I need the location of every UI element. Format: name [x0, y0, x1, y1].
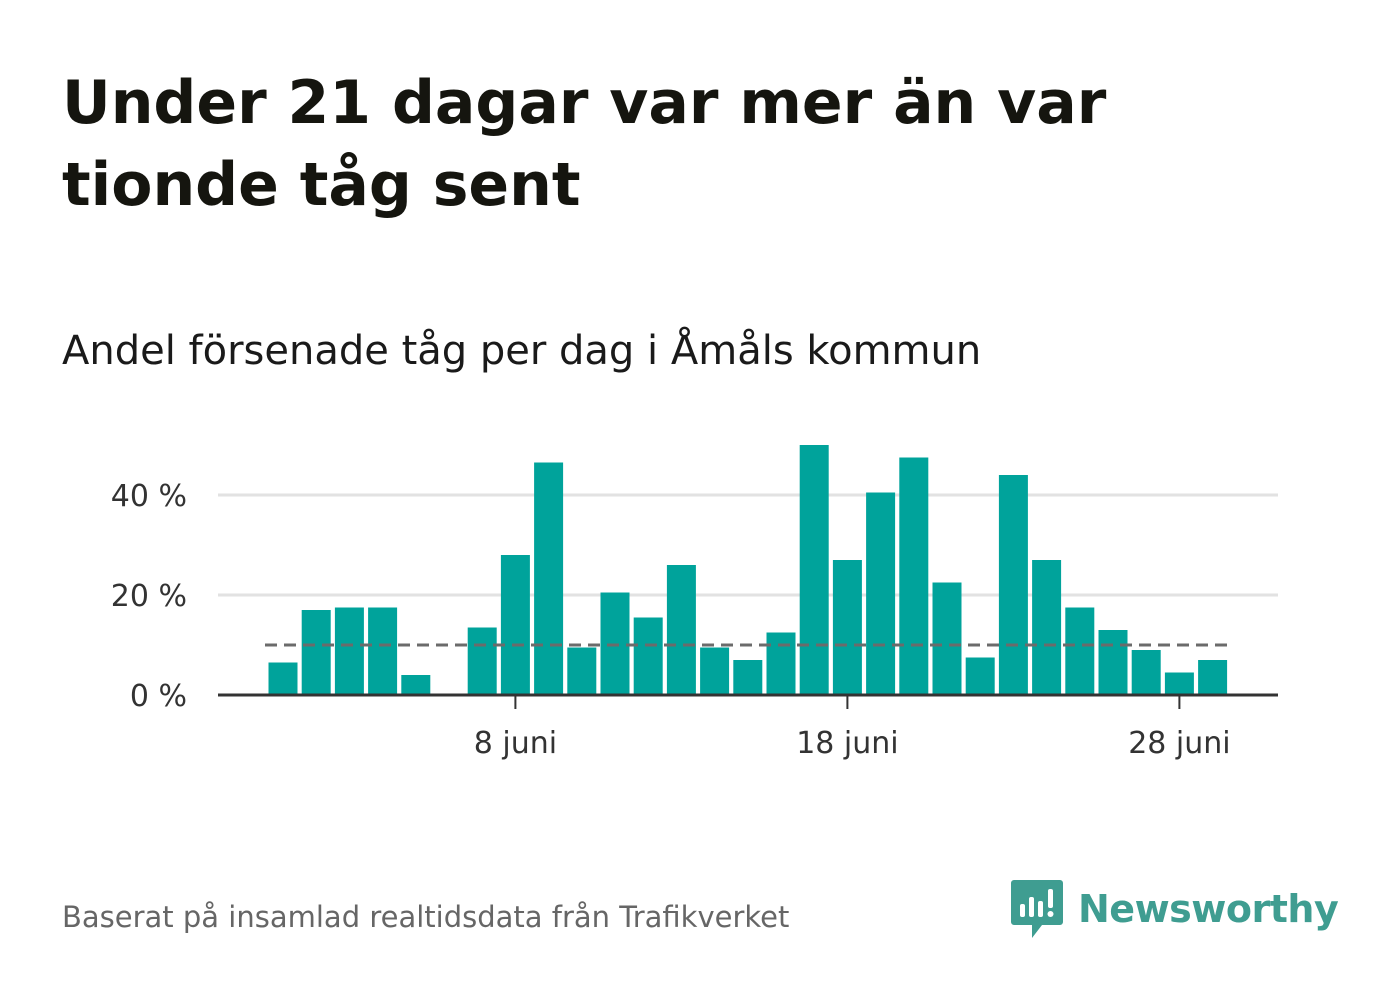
bar-chart: 0 % 20 % 40 % 8 juni 18 juni 28 juni — [111, 445, 1278, 761]
bar[interactable] — [766, 632, 796, 696]
bar[interactable] — [268, 662, 298, 696]
x-tick-label: 18 juni — [796, 726, 898, 761]
bar[interactable] — [467, 627, 497, 696]
source-note: Baserat på insamlad realtidsdata från Tr… — [62, 900, 790, 934]
bar[interactable] — [401, 675, 431, 695]
x-tick-label: 28 juni — [1128, 726, 1230, 761]
bar[interactable] — [368, 607, 398, 696]
brand-logo[interactable]: Newsworthy — [1010, 878, 1339, 940]
y-axis-ticks: 0 % 20 % 40 % — [111, 479, 187, 714]
bar[interactable] — [500, 555, 530, 695]
bar[interactable] — [998, 475, 1028, 695]
y-tick-label: 20 % — [111, 579, 187, 614]
bar[interactable] — [567, 647, 597, 696]
bar[interactable] — [832, 560, 862, 695]
bar[interactable] — [965, 657, 995, 696]
bar[interactable] — [899, 457, 929, 696]
bar[interactable] — [1198, 660, 1228, 695]
brand-name: Newsworthy — [1078, 887, 1339, 931]
y-tick-label: 0 % — [130, 679, 187, 714]
bars — [268, 445, 1228, 696]
bar[interactable] — [334, 607, 364, 696]
y-tick-label: 40 % — [111, 479, 187, 514]
chart-title: Under 21 dagar var mer än var tionde tåg… — [62, 68, 1107, 220]
x-axis-ticks: 8 juni 18 juni 28 juni — [474, 695, 1231, 761]
newsworthy-logo-icon — [1011, 880, 1063, 938]
bar[interactable] — [666, 565, 696, 695]
bar[interactable] — [534, 462, 564, 696]
bar[interactable] — [1131, 650, 1161, 695]
bar[interactable] — [1065, 607, 1095, 696]
grid-lines — [218, 493, 1278, 597]
bar[interactable] — [700, 647, 730, 696]
bar[interactable] — [633, 617, 663, 696]
bar[interactable] — [301, 610, 331, 695]
bar[interactable] — [866, 492, 896, 696]
bar[interactable] — [1098, 630, 1128, 695]
bar[interactable] — [733, 660, 763, 695]
bar[interactable] — [1032, 560, 1062, 695]
bar[interactable] — [932, 582, 962, 696]
bar[interactable] — [1164, 672, 1194, 696]
bar[interactable] — [799, 445, 829, 695]
chart-subtitle: Andel försenade tåg per dag i Åmåls komm… — [62, 328, 982, 374]
x-tick-label: 8 juni — [474, 726, 557, 761]
